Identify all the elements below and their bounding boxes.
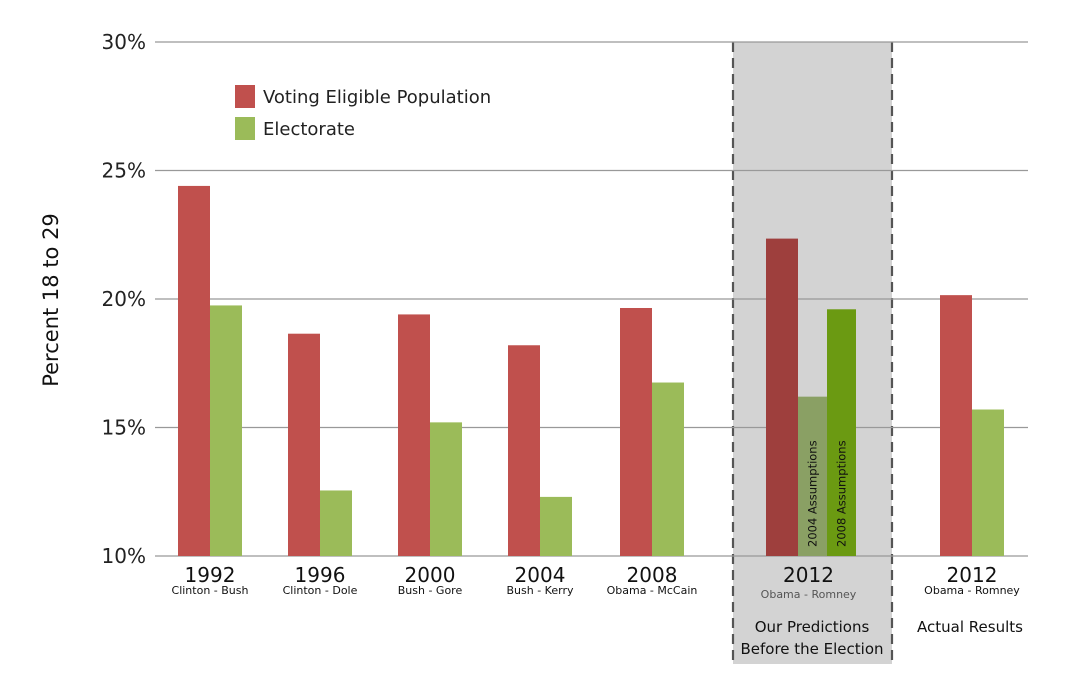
bar-electorate	[972, 409, 1004, 556]
bar-electorate	[430, 422, 462, 556]
legend-label-vep: Voting Eligible Population	[263, 87, 491, 108]
x-year-label: 2012	[947, 563, 998, 587]
bar-electorate	[652, 382, 684, 556]
x-year-label: 2012	[783, 563, 834, 587]
actual-results-note: Actual Results	[917, 618, 1023, 636]
prediction-shade	[733, 42, 892, 664]
y-tick-label: 30%	[102, 30, 146, 54]
bar-prediction-2008	[827, 309, 856, 556]
x-year-label: 2000	[405, 563, 456, 587]
y-axis-label: Percent 18 to 29	[39, 213, 63, 387]
x-matchup-label: Obama - Romney	[761, 588, 857, 601]
prediction-bar-label: 2008 Assumptions	[835, 440, 849, 547]
x-matchup-label: Obama - McCain	[607, 584, 698, 597]
prediction-note: Before the Election	[740, 640, 883, 658]
bar-electorate	[320, 490, 352, 556]
legend-label-electorate: Electorate	[263, 119, 355, 140]
x-year-label: 2004	[515, 563, 566, 587]
x-matchup-label: Clinton - Dole	[283, 584, 358, 597]
bar-prediction-2004	[798, 396, 827, 556]
bar-vep	[766, 238, 798, 557]
legend: Voting Eligible Population Electorate	[235, 85, 491, 140]
x-matchup-label: Bush - Kerry	[507, 584, 574, 597]
bar-vep	[620, 307, 652, 556]
x-year-label: 2008	[627, 563, 678, 587]
x-matchup-label: Obama - Romney	[924, 584, 1020, 597]
bar-vep	[398, 314, 430, 556]
y-tick-label: 20%	[102, 287, 146, 311]
bars: 2004 Assumptions 2008 Assumptions	[178, 185, 1004, 557]
prediction-note: Our Predictions	[755, 618, 870, 636]
bar-vep	[288, 333, 320, 556]
x-matchup-label: Clinton - Bush	[172, 584, 249, 597]
bar-electorate	[540, 496, 572, 556]
bar-vep	[508, 345, 540, 556]
bar-electorate	[210, 305, 242, 556]
legend-swatch-vep	[235, 85, 255, 108]
x-matchup-label: Bush - Gore	[398, 584, 463, 597]
bar-vep	[178, 185, 210, 557]
y-tick-label: 10%	[102, 544, 146, 568]
y-tick-label: 15%	[102, 416, 146, 440]
bar-vep	[940, 295, 972, 556]
x-year-label: 1996	[295, 563, 346, 587]
prediction-bar-label: 2004 Assumptions	[806, 440, 820, 547]
x-year-label: 1992	[185, 563, 236, 587]
y-axis-ticks: 10% 15% 20% 25% 30%	[102, 30, 146, 568]
legend-swatch-electorate	[235, 117, 255, 140]
y-tick-label: 25%	[102, 159, 146, 183]
